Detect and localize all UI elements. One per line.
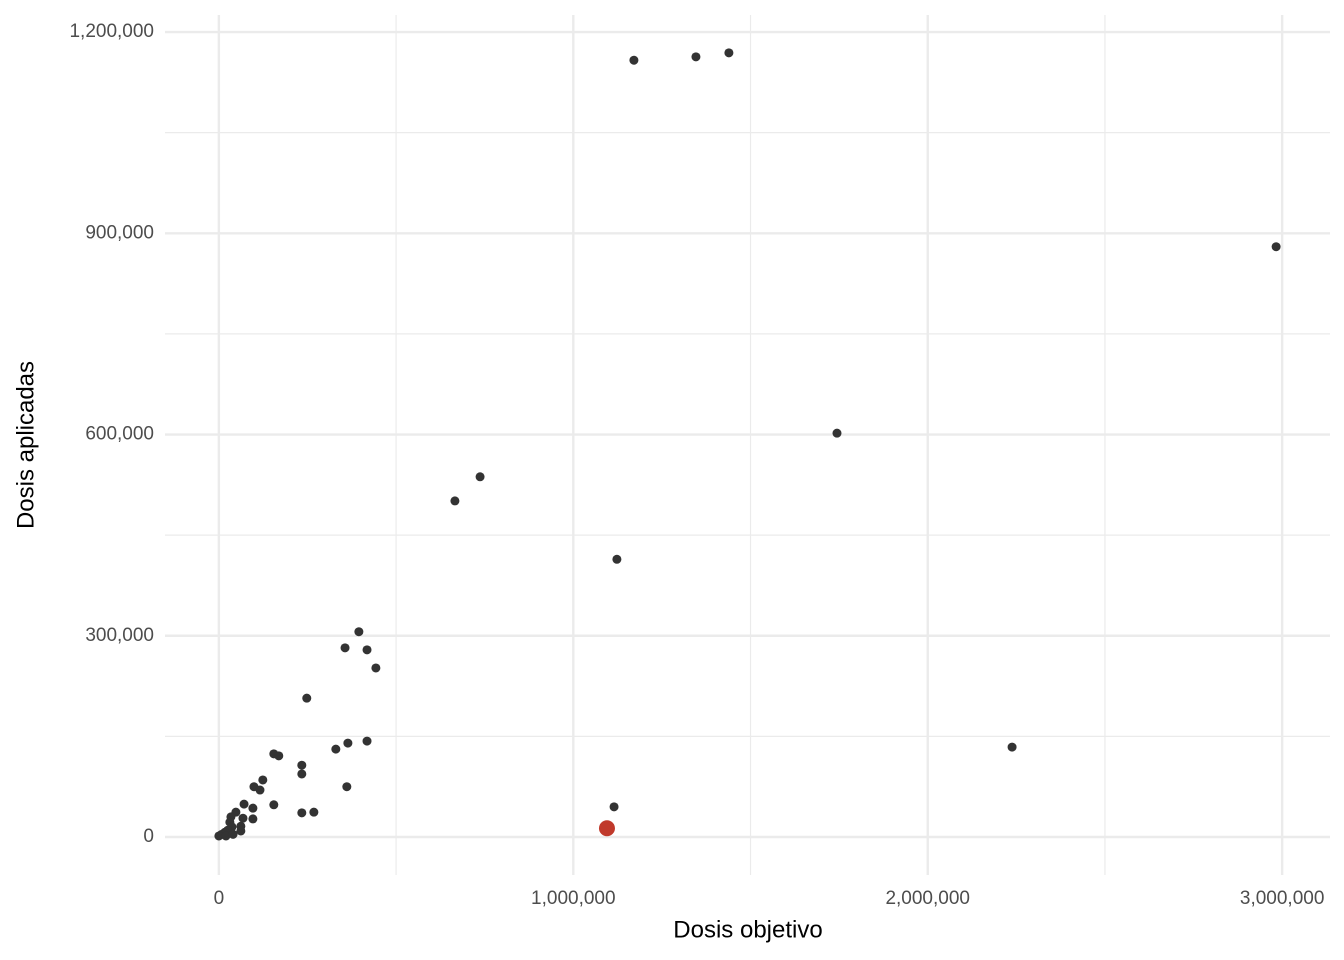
point bbox=[297, 760, 307, 770]
point bbox=[302, 693, 312, 703]
y-tick-label: 1,200,000 bbox=[69, 21, 154, 42]
y-tick-label: 0 bbox=[143, 826, 154, 847]
x-tick-label: 3,000,000 bbox=[1240, 888, 1325, 909]
point bbox=[221, 831, 231, 841]
point bbox=[236, 826, 246, 836]
point bbox=[343, 738, 353, 748]
point bbox=[297, 769, 307, 779]
point bbox=[214, 831, 224, 841]
x-tick-label: 1,000,000 bbox=[531, 888, 616, 909]
point bbox=[340, 643, 350, 653]
x-tick-label: 2,000,000 bbox=[885, 888, 970, 909]
point bbox=[269, 800, 279, 810]
point bbox=[609, 802, 619, 812]
point bbox=[450, 496, 460, 506]
point bbox=[612, 554, 622, 564]
point bbox=[1007, 742, 1017, 752]
point bbox=[297, 808, 307, 818]
point bbox=[248, 814, 258, 824]
point bbox=[362, 645, 372, 655]
point bbox=[724, 48, 734, 58]
point bbox=[371, 663, 381, 673]
point bbox=[309, 807, 319, 817]
x-tick-label: 0 bbox=[214, 888, 225, 909]
point bbox=[832, 428, 842, 438]
point bbox=[691, 52, 701, 62]
point bbox=[248, 803, 258, 813]
point bbox=[362, 736, 372, 746]
point bbox=[1271, 242, 1281, 252]
point bbox=[342, 782, 352, 792]
y-tick-label: 600,000 bbox=[85, 424, 154, 445]
point bbox=[258, 775, 268, 785]
point bbox=[274, 751, 284, 761]
point bbox=[238, 813, 248, 823]
point bbox=[255, 785, 265, 795]
point bbox=[475, 472, 485, 482]
y-axis-title: Dosis aplicadas bbox=[12, 361, 39, 529]
highlight-point bbox=[598, 820, 615, 837]
x-axis-title: Dosis objetivo bbox=[673, 916, 822, 943]
y-tick-label: 900,000 bbox=[85, 222, 154, 243]
point bbox=[354, 627, 364, 637]
point bbox=[331, 744, 341, 754]
point bbox=[629, 55, 639, 65]
y-tick-label: 300,000 bbox=[85, 625, 154, 646]
point bbox=[228, 829, 238, 839]
point bbox=[239, 799, 249, 809]
